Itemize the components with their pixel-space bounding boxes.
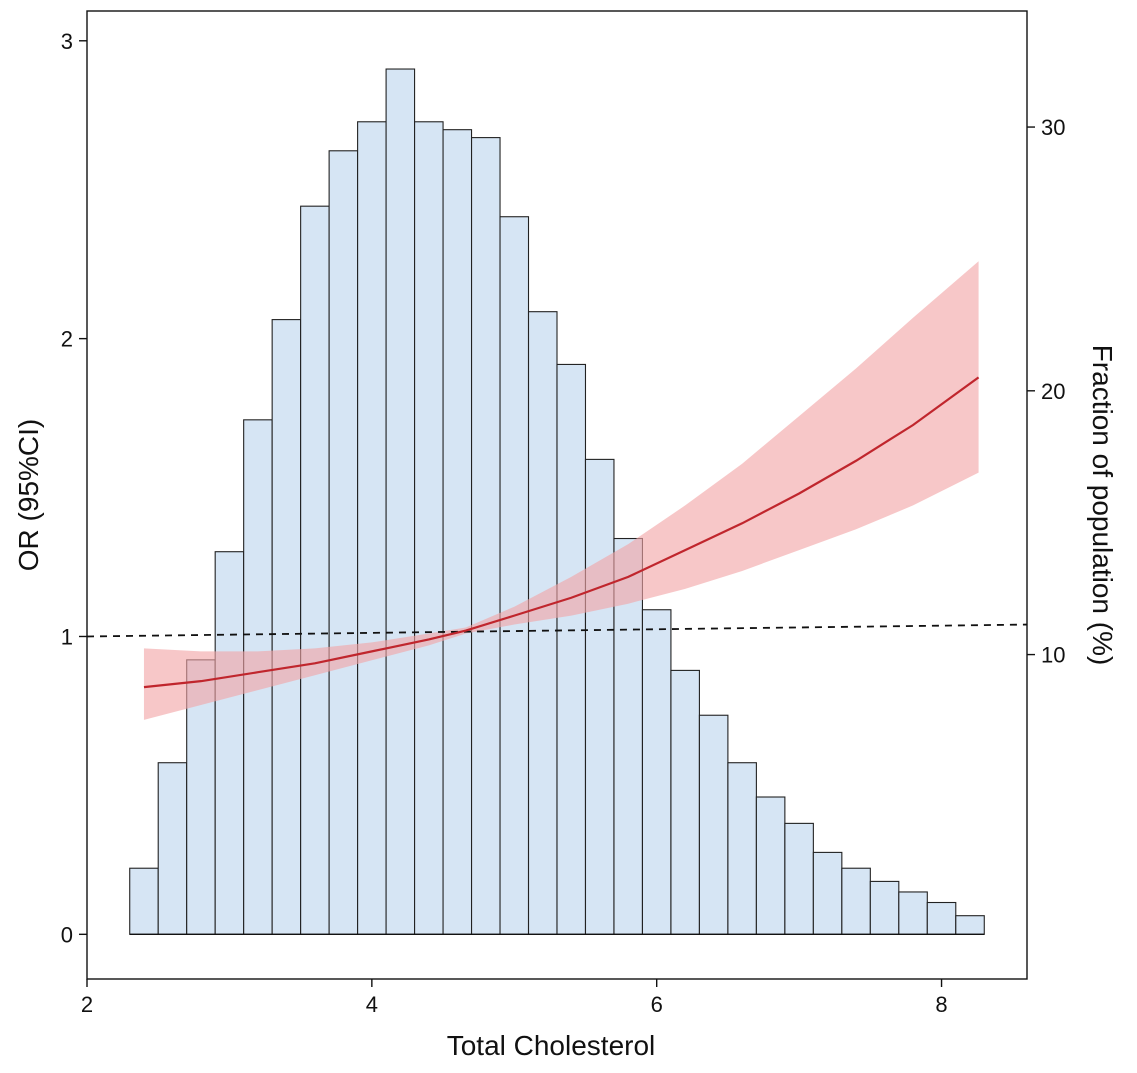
x-tick-label: 2 — [81, 992, 93, 1017]
ci-band — [143, 261, 979, 720]
histogram-bar — [898, 891, 928, 935]
histogram-bar — [670, 669, 700, 935]
or-line — [143, 376, 980, 689]
y-tick-label: 1 — [61, 624, 73, 649]
x-tick-label: 8 — [935, 992, 947, 1017]
histogram-bar — [926, 901, 957, 935]
y-axis-right: 10 20 30 — [1027, 115, 1065, 668]
y2-tick-label: 30 — [1041, 115, 1065, 140]
histogram-bar — [129, 867, 159, 935]
histogram-bar — [157, 762, 188, 935]
histogram-bar — [328, 150, 359, 935]
y2-axis-title: Fraction of population (%) — [1087, 345, 1118, 666]
plot-frame — [86, 10, 1028, 980]
histogram-bar — [841, 867, 871, 935]
histogram-bar — [442, 129, 473, 935]
y-axis-left: 0 1 2 3 — [61, 29, 87, 947]
x-tick-label: 6 — [651, 992, 663, 1017]
histogram-bar — [727, 762, 757, 935]
x-tick-label: 4 — [366, 992, 378, 1017]
histogram-bar — [755, 796, 786, 935]
histogram-bar — [470, 137, 501, 935]
histogram-bar — [414, 121, 444, 935]
histogram-bar — [556, 363, 587, 935]
histogram-bar — [641, 609, 672, 935]
reference-line-group — [86, 623, 1028, 638]
histogram-bar — [698, 714, 729, 935]
x-axis-title: Total Cholesterol — [447, 1030, 656, 1061]
histogram-bars — [129, 68, 985, 936]
y-tick-label: 2 — [61, 327, 73, 352]
reference-line — [86, 623, 1028, 638]
y-tick-label: 3 — [61, 29, 73, 54]
or-line-group — [143, 376, 980, 689]
histogram-bar — [584, 458, 615, 935]
histogram-bar — [385, 68, 416, 935]
y-tick-label: 0 — [61, 922, 73, 947]
histogram-bar — [271, 319, 302, 935]
histogram-bar — [357, 121, 387, 935]
histogram-bar — [300, 205, 330, 935]
histogram-bar — [812, 851, 843, 935]
x-axis: 2 4 6 8 — [81, 979, 948, 1017]
histogram-bar — [499, 216, 530, 935]
y-axis-title: OR (95%CI) — [13, 419, 44, 571]
y2-tick-label: 20 — [1041, 379, 1065, 404]
histogram-bar — [214, 551, 245, 935]
histogram-bar — [955, 915, 985, 935]
histogram-bar — [869, 880, 900, 935]
y2-tick-label: 10 — [1041, 643, 1065, 668]
ci-band-group — [143, 261, 979, 720]
histogram-bar — [527, 311, 558, 935]
histogram-bar — [784, 822, 814, 935]
